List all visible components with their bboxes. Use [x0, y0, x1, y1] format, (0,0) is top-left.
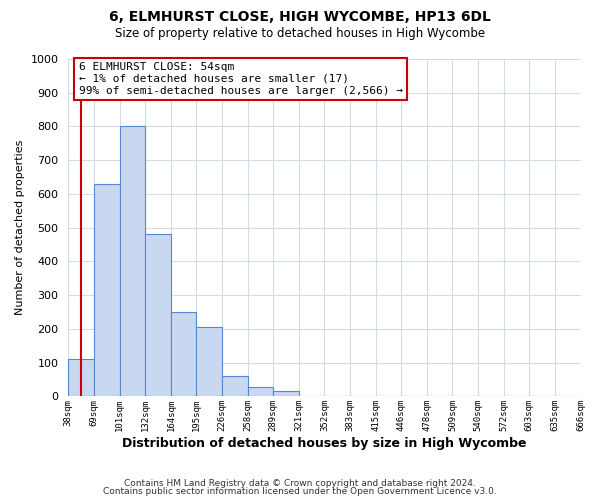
Text: 6, ELMHURST CLOSE, HIGH WYCOMBE, HP13 6DL: 6, ELMHURST CLOSE, HIGH WYCOMBE, HP13 6D…: [109, 10, 491, 24]
X-axis label: Distribution of detached houses by size in High Wycombe: Distribution of detached houses by size …: [122, 437, 527, 450]
Text: Contains public sector information licensed under the Open Government Licence v3: Contains public sector information licen…: [103, 487, 497, 496]
Bar: [68, 360, 94, 397]
Bar: [221, 376, 248, 396]
Y-axis label: Number of detached properties: Number of detached properties: [15, 140, 25, 316]
Bar: [94, 184, 119, 396]
Bar: [248, 387, 273, 396]
Bar: [145, 234, 171, 396]
Text: 6 ELMHURST CLOSE: 54sqm
← 1% of detached houses are smaller (17)
99% of semi-det: 6 ELMHURST CLOSE: 54sqm ← 1% of detached…: [79, 62, 403, 96]
Bar: [196, 327, 221, 396]
Bar: [171, 312, 196, 396]
Text: Size of property relative to detached houses in High Wycombe: Size of property relative to detached ho…: [115, 28, 485, 40]
Bar: [273, 392, 299, 396]
Bar: [119, 126, 145, 396]
Text: Contains HM Land Registry data © Crown copyright and database right 2024.: Contains HM Land Registry data © Crown c…: [124, 478, 476, 488]
